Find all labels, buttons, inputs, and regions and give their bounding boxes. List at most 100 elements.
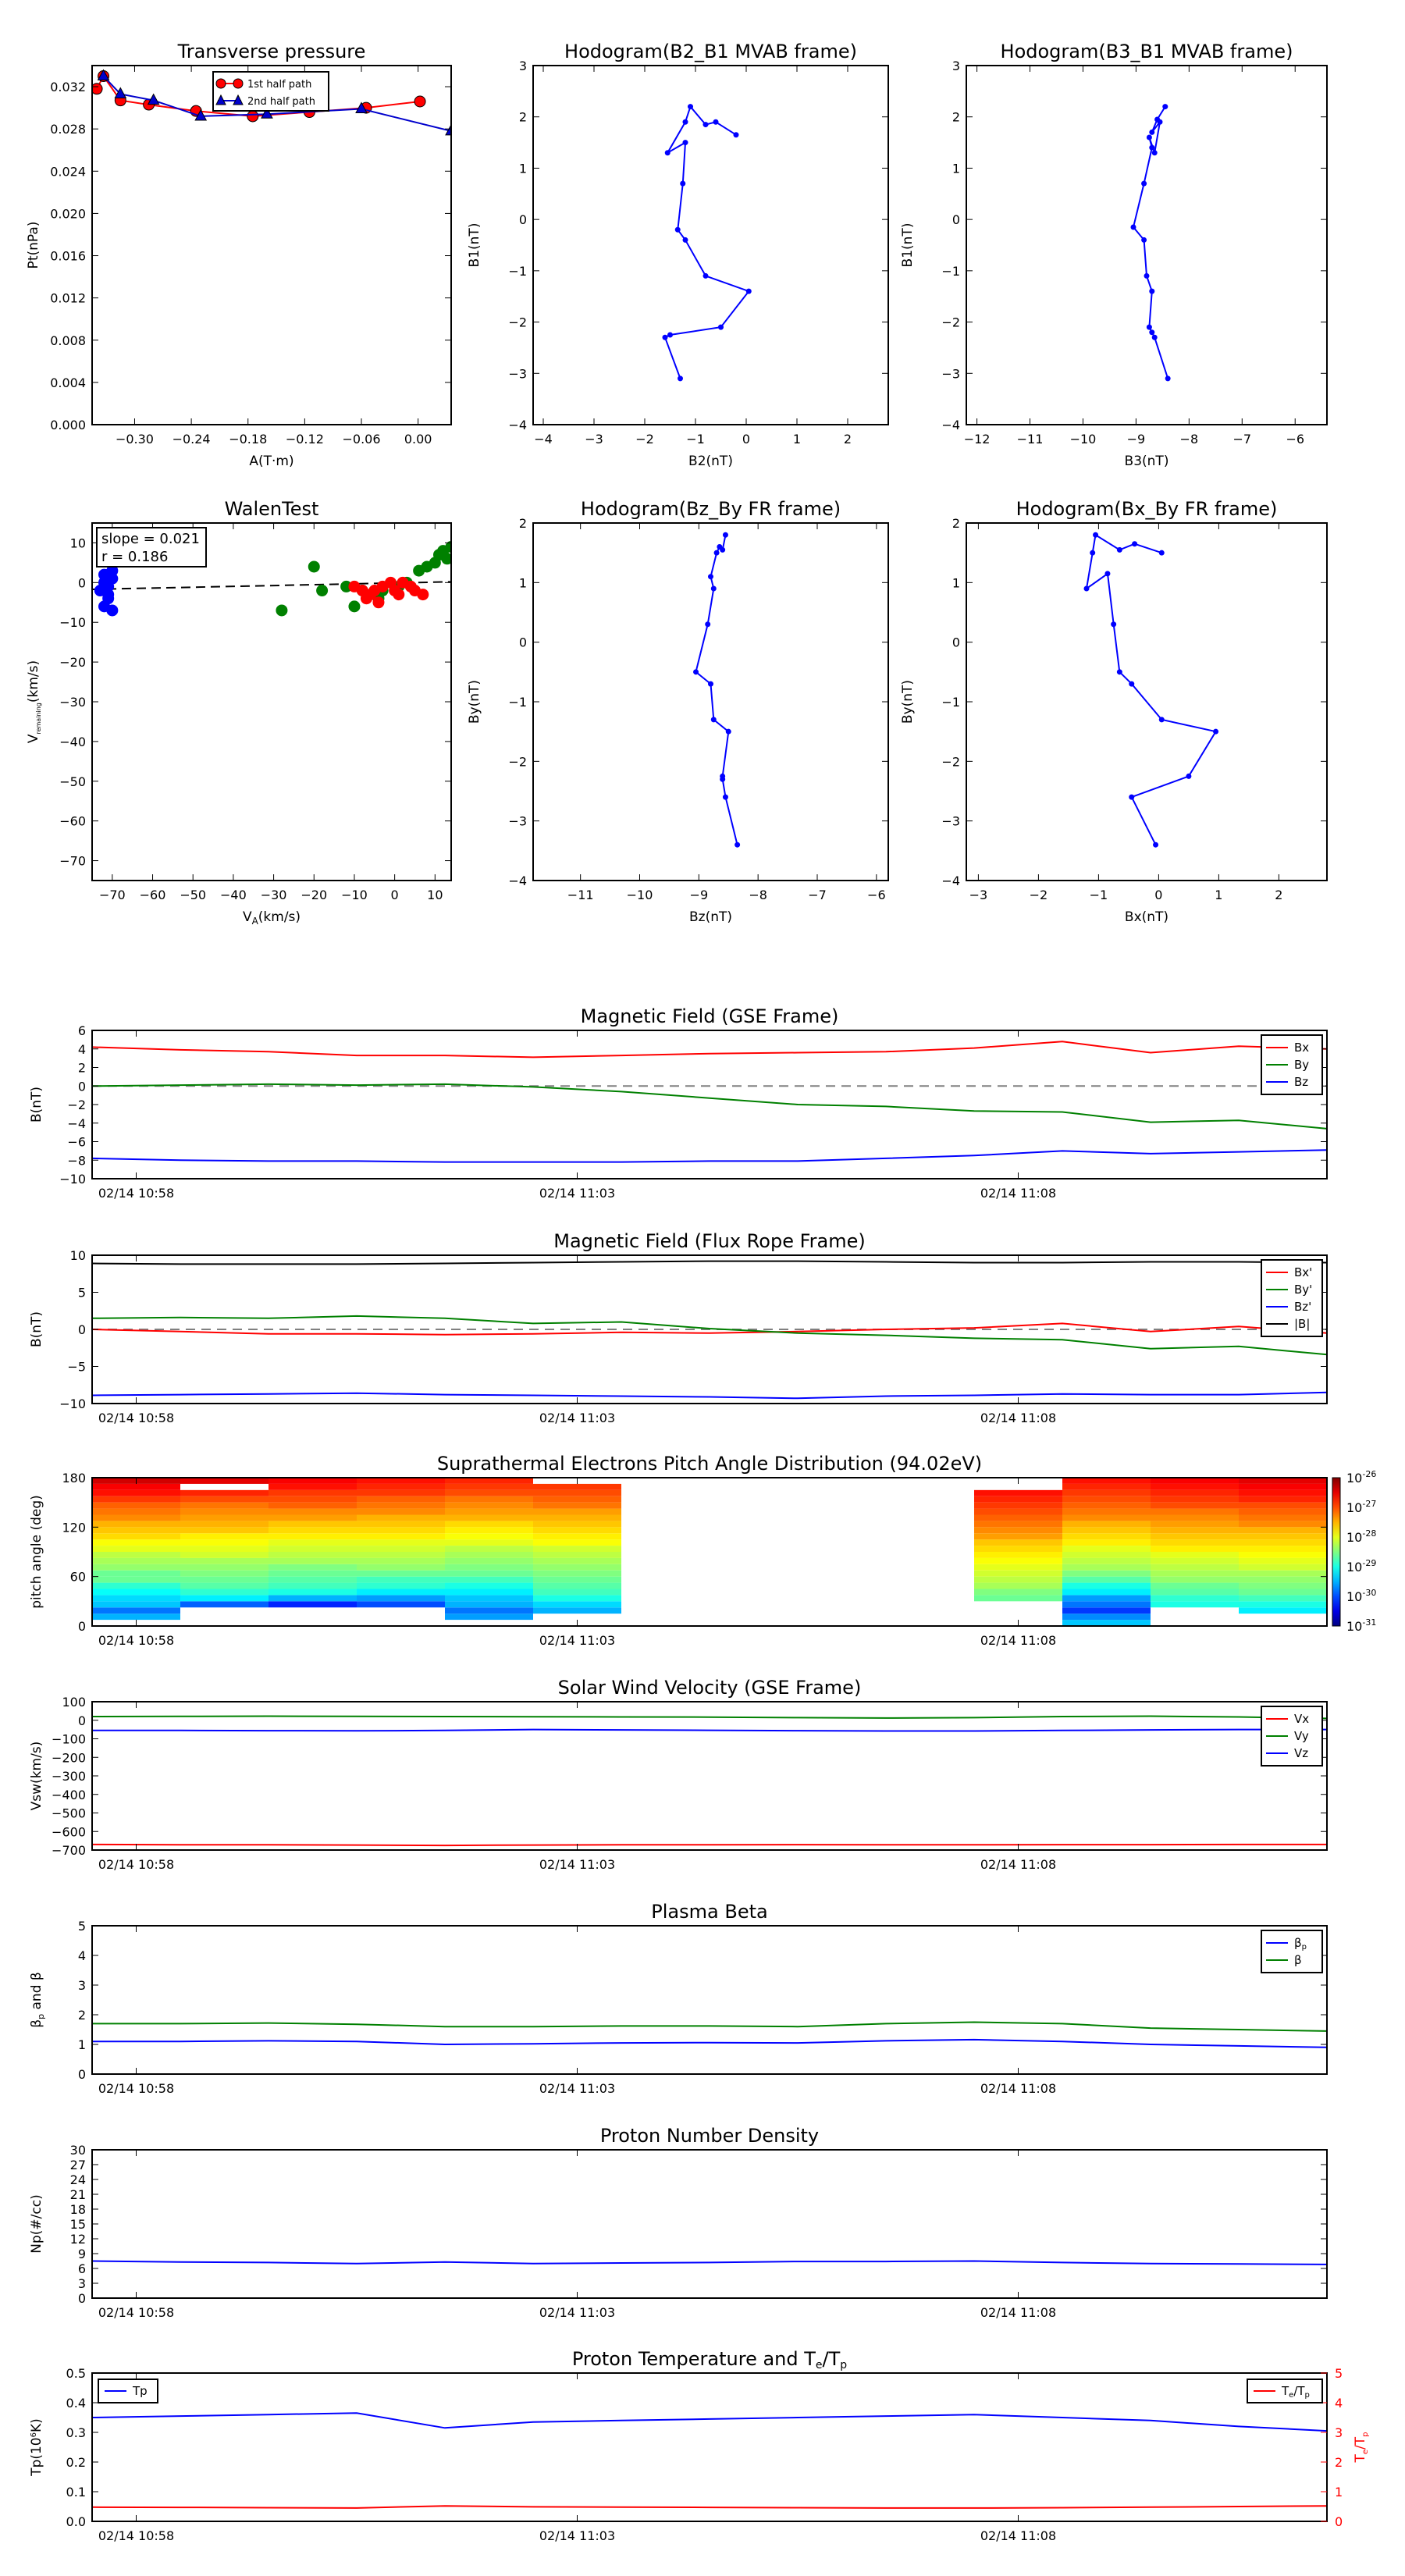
heatmap-cell <box>92 1601 180 1608</box>
legend-label: Tp <box>132 2384 148 2398</box>
y-tick-label: 0.000 <box>50 418 86 432</box>
y-tick-label: −200 <box>52 1750 86 1765</box>
y-axis-label: B(nT) <box>29 1311 44 1347</box>
legend-label: By' <box>1294 1283 1312 1297</box>
data-point <box>722 532 728 538</box>
x-tick-label: −8 <box>749 888 767 902</box>
chart-title: Proton Temperature and Te/Tp <box>572 2348 847 2371</box>
chart-h2: Hodogram(B3_B1 MVAB frame)−12 −11 −10 −9 −8−… <box>900 41 1328 469</box>
heatmap-cell <box>1062 1502 1151 1509</box>
data-point <box>1158 550 1165 556</box>
y-tick-label: 0 <box>519 212 527 227</box>
data-point <box>437 549 450 561</box>
heatmap-cell <box>269 1514 357 1521</box>
data-point <box>1149 288 1155 294</box>
data-point <box>710 717 717 723</box>
heatmap-cell <box>1062 1552 1151 1558</box>
legend-label: Vz <box>1294 1746 1308 1760</box>
series-line <box>92 2021 1327 2032</box>
y2-tick-label: 3 <box>1335 2425 1343 2440</box>
x-tick-label: 2 <box>1275 888 1282 902</box>
heatmap-cell <box>1151 1564 1239 1571</box>
y-tick-label: 0 <box>78 1713 86 1728</box>
y-tick-label: 0.020 <box>50 206 86 221</box>
y-tick-label: 5 <box>78 1919 86 1934</box>
heatmap-cell <box>533 1483 621 1490</box>
heatmap-cell <box>445 1595 533 1602</box>
y-axis-label: pitch angle (deg) <box>29 1495 44 1609</box>
y-tick-label: −3 <box>508 366 527 381</box>
chart-walen: WalenTest−70 −60 −50 −40 −30 −20 −10 0 10−70−60−… <box>26 498 452 927</box>
series-line <box>92 2260 1327 2265</box>
y-axis-label: βp and β <box>29 1972 46 2027</box>
data-point <box>682 140 688 146</box>
heatmap-cell <box>533 1557 621 1564</box>
series-line <box>663 105 750 379</box>
heatmap-cell <box>1239 1496 1327 1503</box>
heatmap-cell <box>92 1564 180 1571</box>
data-point <box>445 123 451 136</box>
heatmap-cell <box>1239 1564 1327 1571</box>
x-tick-label: 02/14 11:03 <box>539 2528 615 2543</box>
heatmap-cell <box>357 1483 445 1490</box>
heatmap-cell <box>533 1589 621 1596</box>
legend-marker <box>233 78 244 89</box>
heatmap-cell <box>1239 1589 1327 1596</box>
y-tick-label: −40 <box>59 735 86 749</box>
chart-tsTp: Proton Temperature and Te/Tp 02/14 10:58 0… <box>29 2348 1370 2543</box>
heatmap-cell <box>1062 1595 1151 1602</box>
y-tick-label: 0.5 <box>66 2366 86 2381</box>
x-tick-label: −20 <box>301 888 327 902</box>
y-tick-label: 9 <box>78 2247 86 2261</box>
data-point <box>1116 669 1122 675</box>
x-tick-label: −10 <box>627 888 653 902</box>
heatmap-cell <box>92 1533 180 1540</box>
x-tick-label: 02/14 10:58 <box>98 1857 174 1872</box>
y-tick-label: 3 <box>78 2276 86 2291</box>
chart-title: Hodogram(Bx_By FR frame) <box>1016 498 1278 520</box>
data-point <box>417 589 429 601</box>
x-tick-label: 1 <box>1215 888 1222 902</box>
y-tick-label: 15 <box>70 2217 86 2232</box>
heatmap-cell <box>1062 1478 1151 1484</box>
heatmap-cell <box>974 1527 1062 1534</box>
x-tick-label: 2 <box>844 432 852 447</box>
heatmap-cell <box>92 1489 180 1496</box>
y-tick-label: 30 <box>70 2143 86 2158</box>
plot-area <box>92 2412 1327 2509</box>
series-line <box>92 2038 1327 2048</box>
heatmap-cell <box>1151 1478 1239 1484</box>
heatmap-cell <box>1062 1582 1151 1589</box>
heatmap-cell <box>180 1514 269 1521</box>
y-axis-label: Np(#/cc) <box>29 2194 44 2253</box>
x-axis-label: A(T·m) <box>249 454 293 469</box>
x-axis-label: VA(km/s) <box>243 909 301 927</box>
plot-area <box>92 1260 1327 1400</box>
y-axis-label: Vremaining(km/s) <box>26 660 42 743</box>
heatmap-cell <box>1151 1557 1239 1564</box>
data-point <box>682 119 688 125</box>
heatmap-cell <box>1062 1489 1151 1496</box>
data-point <box>372 596 385 609</box>
plot-area <box>1130 104 1171 382</box>
series-line <box>92 1391 1327 1400</box>
heatmap-cell <box>180 1496 269 1503</box>
x-tick-label: 02/14 11:08 <box>980 1633 1056 1648</box>
series-line <box>92 1083 1327 1130</box>
y2-tick-label: 2 <box>1335 2455 1343 2470</box>
heatmap-cell <box>1062 1570 1151 1577</box>
chart-tsNp: Proton Number Density 02/14 10:58 02/14 11… <box>29 2125 1328 2320</box>
plot-area <box>1083 532 1219 848</box>
heatmap-cell <box>269 1539 357 1546</box>
heatmap-cell <box>1151 1533 1239 1540</box>
y-tick-label: −30 <box>59 695 86 710</box>
data-point <box>1141 237 1147 243</box>
y-tick-label: 18 <box>70 2202 86 2217</box>
chart-pt: Transverse pressure −0.30 −0.24 −0.18 −0.12 −… <box>26 41 452 469</box>
data-point <box>1104 571 1111 577</box>
chart-tsB: Magnetic Field (GSE Frame) 02/14 10:58 02/… <box>29 1005 1328 1201</box>
data-point <box>261 107 273 119</box>
heatmap-cell <box>92 1502 180 1509</box>
x-tick-label: −6 <box>867 888 886 902</box>
x-tick-label: −40 <box>220 888 247 902</box>
